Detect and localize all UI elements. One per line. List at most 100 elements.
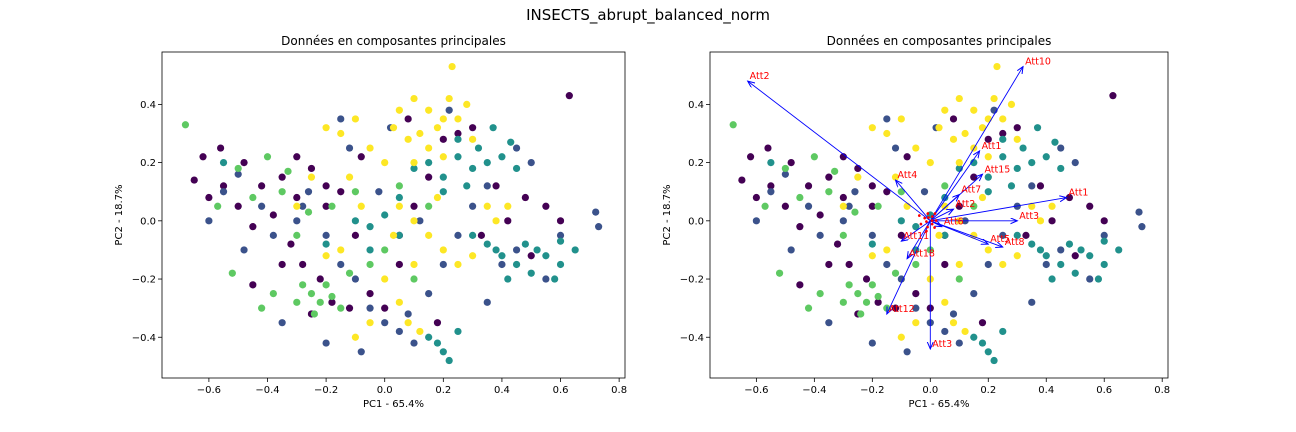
data-point (445, 106, 453, 114)
data-point (897, 188, 905, 196)
data-point (949, 135, 958, 143)
data-point (507, 138, 515, 146)
data-point (181, 121, 190, 129)
data-point (337, 246, 345, 254)
data-point (425, 144, 433, 152)
data-point (477, 231, 486, 239)
y-tick-label: 0.4 (140, 100, 156, 111)
data-point (425, 202, 433, 210)
data-point (897, 115, 905, 123)
data-point (883, 115, 891, 123)
data-point (366, 319, 374, 327)
data-point (839, 202, 847, 210)
data-point (767, 188, 775, 196)
data-point (999, 129, 1007, 138)
data-point (926, 211, 934, 219)
data-point (512, 260, 521, 269)
data-point (851, 208, 859, 216)
data-point (912, 223, 920, 231)
data-point (874, 298, 882, 306)
data-point (955, 159, 963, 167)
data-point (439, 348, 447, 356)
data-point (984, 348, 992, 356)
data-point (1036, 246, 1045, 254)
x-tick-label: −0.6 (744, 385, 768, 396)
data-point (1036, 217, 1045, 225)
data-point (316, 298, 324, 306)
data-point (498, 252, 506, 260)
data-point (1013, 164, 1021, 173)
data-point (322, 202, 330, 210)
data-point (984, 135, 992, 143)
data-point (395, 106, 403, 114)
data-point (521, 240, 529, 248)
data-point (868, 252, 876, 260)
origin-label-cluster: • (929, 220, 935, 231)
arrow-label: Att7 (961, 185, 981, 196)
data-point (416, 327, 424, 336)
data-point (761, 202, 769, 210)
data-point (269, 211, 277, 219)
data-point (381, 211, 389, 219)
data-point (249, 193, 257, 202)
data-point (269, 231, 277, 239)
data-point (903, 153, 911, 161)
data-point (912, 260, 920, 269)
data-point (955, 275, 963, 283)
y-tick-label: 0.2 (688, 158, 704, 169)
data-point (425, 333, 433, 341)
data-point (307, 173, 316, 181)
data-point (825, 260, 833, 269)
data-point (345, 144, 354, 152)
data-point (999, 260, 1007, 269)
data-point (767, 159, 775, 167)
data-point (912, 144, 920, 152)
data-point (205, 193, 213, 202)
data-point (854, 289, 862, 298)
loading-arrow (929, 67, 1023, 222)
data-point (337, 260, 345, 269)
data-point (990, 356, 998, 365)
subplot-2: ••••• •••••••• •Att2Att10Att1Att3Att15Att1… (662, 34, 1170, 410)
data-point (512, 144, 521, 152)
data-point (258, 182, 266, 190)
data-point (993, 62, 1001, 71)
data-point (410, 260, 418, 269)
x-axis-label: PC1 - 65.4% (363, 399, 424, 410)
data-point (322, 339, 330, 347)
data-point (269, 289, 277, 298)
data-point (469, 135, 477, 143)
data-point (381, 304, 389, 312)
arrow-label: Att2 (955, 199, 975, 210)
data-point (439, 188, 447, 196)
data-point (395, 202, 403, 210)
data-point (293, 298, 301, 306)
data-point (512, 164, 521, 173)
data-point (389, 124, 398, 132)
data-point (454, 115, 462, 123)
loading-arrow (930, 195, 959, 222)
data-point (949, 115, 958, 123)
data-point (234, 164, 242, 173)
data-point (796, 281, 804, 289)
data-point (433, 319, 442, 327)
x-tick-label: −0.2 (314, 385, 338, 396)
data-point (542, 202, 550, 210)
data-point (322, 252, 330, 260)
data-point (999, 135, 1007, 143)
data-point (366, 289, 374, 298)
x-tick-label: 0.0 (377, 385, 393, 396)
data-point (1028, 202, 1036, 210)
data-point (903, 202, 911, 210)
data-point (322, 281, 330, 289)
origin-label-cluster: • (932, 223, 938, 234)
data-point (307, 289, 316, 298)
data-point (1086, 202, 1094, 210)
data-point (839, 153, 847, 161)
loading-arrow (907, 220, 931, 259)
data-point (504, 217, 512, 225)
data-point (263, 153, 272, 161)
data-point (978, 339, 987, 347)
data-point (357, 153, 365, 161)
data-point (1036, 182, 1045, 190)
